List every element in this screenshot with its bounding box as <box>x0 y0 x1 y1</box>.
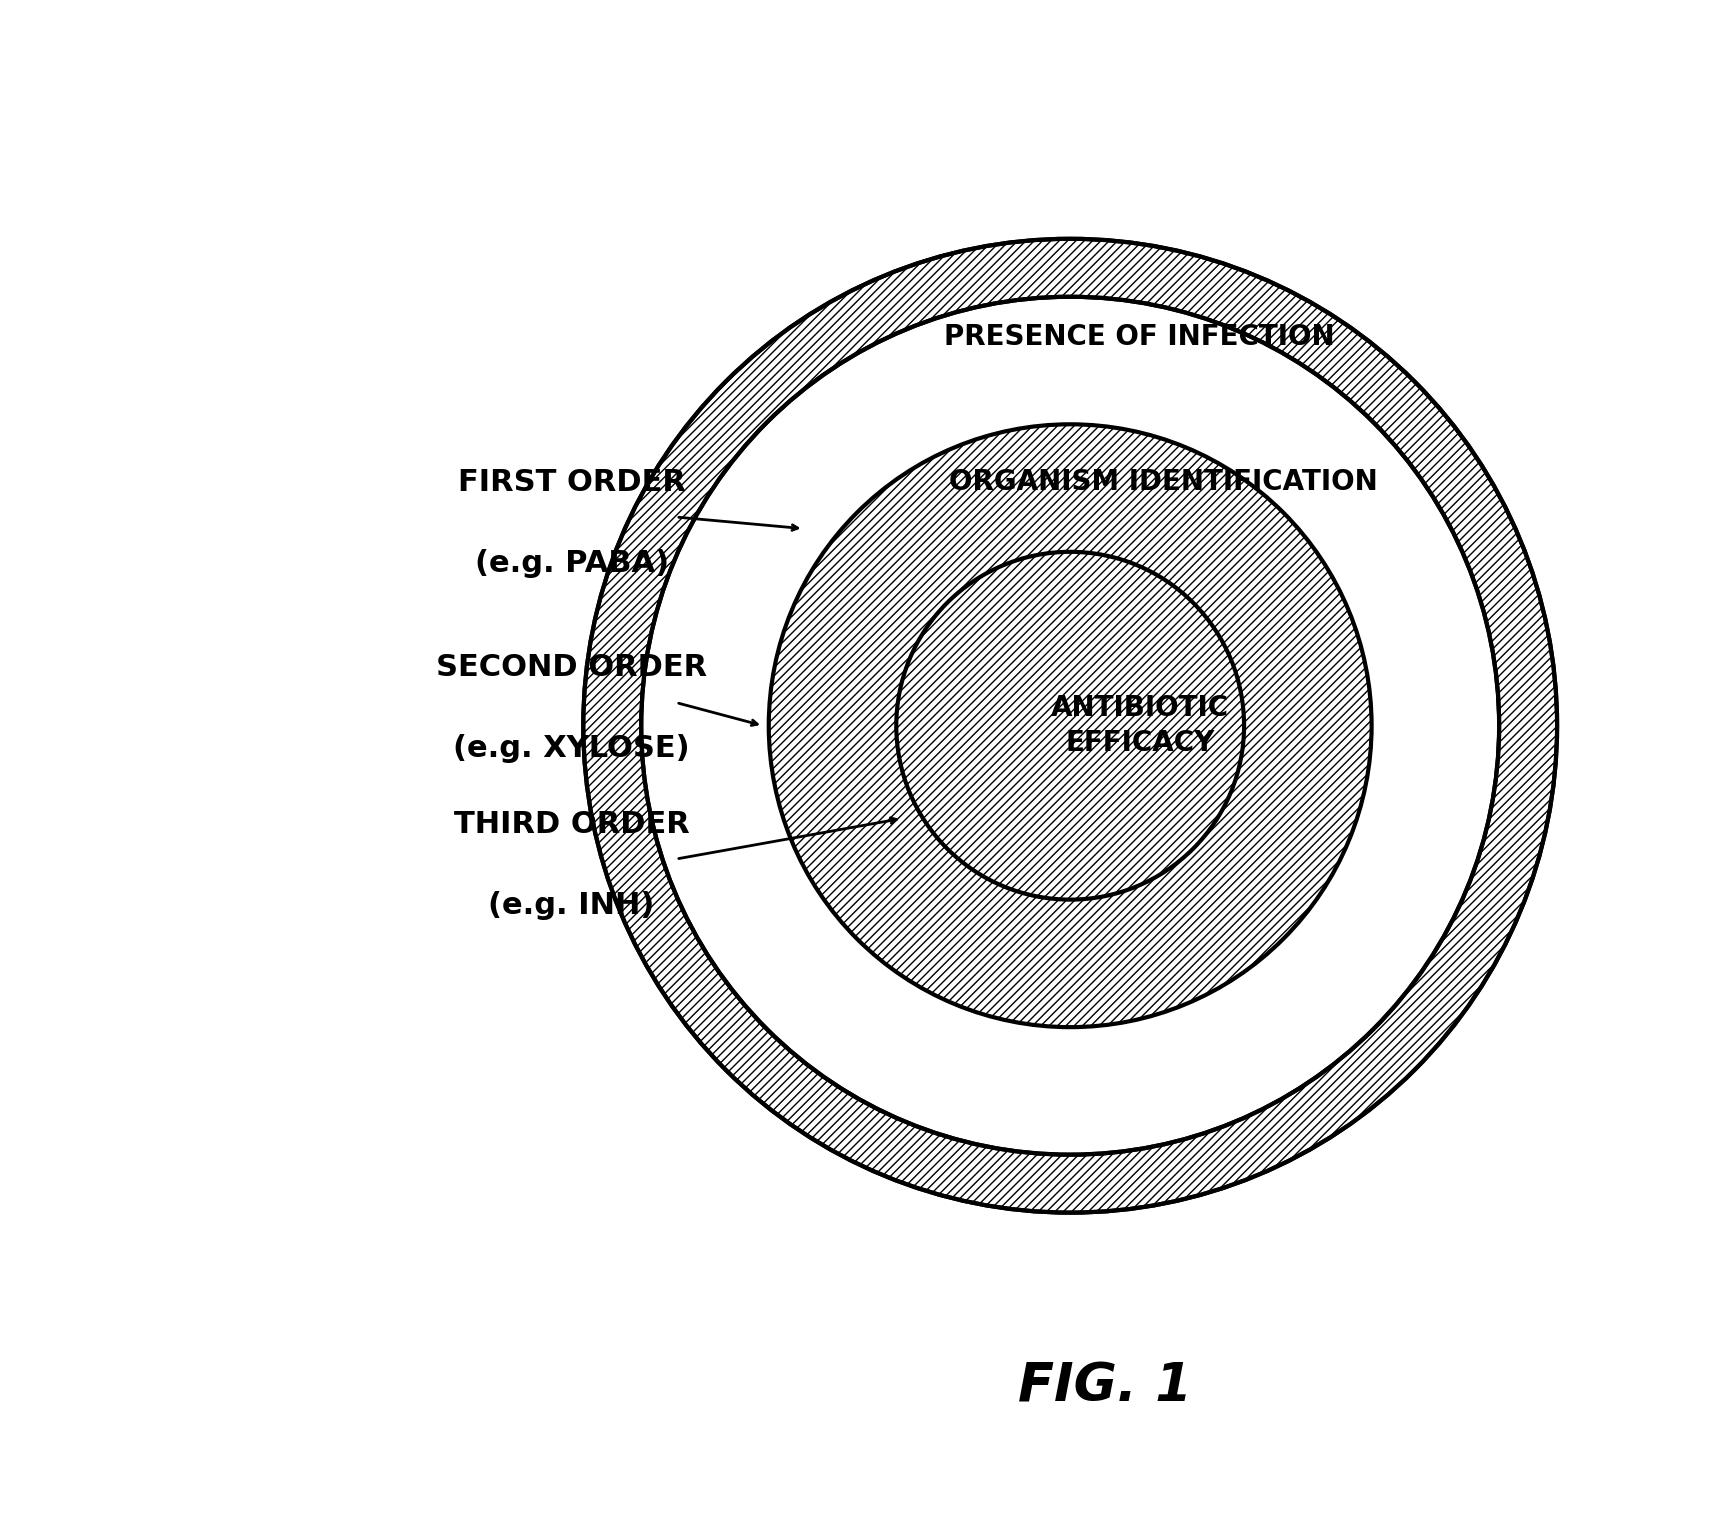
Text: (e.g. INH): (e.g. INH) <box>489 891 655 920</box>
Text: (e.g. PABA): (e.g. PABA) <box>474 549 669 578</box>
Text: ANTIBIOTIC
EFFICACY: ANTIBIOTIC EFFICACY <box>1051 695 1228 757</box>
Text: PRESENCE OF INFECTION: PRESENCE OF INFECTION <box>944 324 1335 351</box>
Text: SECOND ORDER: SECOND ORDER <box>436 653 706 683</box>
Text: THIRD ORDER: THIRD ORDER <box>453 809 689 838</box>
Text: (e.g. XYLOSE): (e.g. XYLOSE) <box>453 735 689 764</box>
Text: ORGANISM IDENTIFICATION: ORGANISM IDENTIFICATION <box>949 468 1377 496</box>
Circle shape <box>641 297 1499 1154</box>
Circle shape <box>584 239 1558 1212</box>
Text: FIG. 1: FIG. 1 <box>1018 1360 1192 1413</box>
Text: FIRST ORDER: FIRST ORDER <box>458 468 686 497</box>
Circle shape <box>896 552 1244 899</box>
